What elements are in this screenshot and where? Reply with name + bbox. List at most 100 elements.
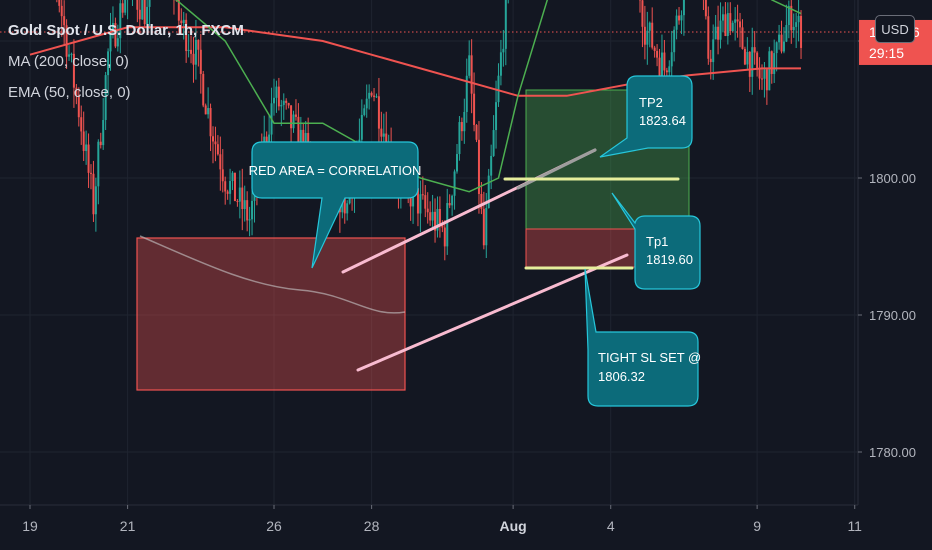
candle-body (460, 122, 463, 132)
candle-body (148, 0, 151, 7)
candle-body (136, 0, 139, 10)
candle-body (243, 200, 246, 210)
candle-body (470, 55, 473, 94)
candle-body (273, 97, 275, 104)
tp1-value: 1819.60 (646, 252, 693, 267)
candle-body (241, 187, 244, 210)
candle-body (680, 15, 683, 21)
candle-body (482, 208, 485, 246)
candle-body (736, 19, 739, 22)
candle-body (726, 13, 729, 37)
candle-body (109, 32, 112, 52)
tp1-callout (611, 192, 701, 290)
candle-body (780, 34, 783, 52)
candle-body (758, 68, 761, 79)
candle-body (238, 187, 241, 202)
candle-body (660, 52, 663, 76)
sl-label: TIGHT SL SET @ (598, 350, 701, 365)
candle-body (202, 73, 205, 106)
candle-body (675, 15, 678, 30)
candle-body (785, 25, 788, 42)
candle-body (502, 48, 505, 53)
candle-body (72, 53, 75, 88)
ema-legend[interactable]: EMA (50, close, 0) (8, 84, 131, 101)
candle-body (504, 0, 507, 49)
candle-body (704, 0, 707, 17)
candle-body (751, 47, 754, 77)
candle-body (756, 52, 759, 69)
candle-body (719, 20, 722, 40)
candle-body (646, 30, 649, 45)
candle-body (375, 96, 378, 98)
candle-body (717, 26, 720, 40)
candle-body (475, 124, 478, 140)
candle-body (94, 186, 97, 215)
candle-body (251, 200, 254, 220)
candle-body (707, 16, 710, 59)
candle-body (490, 155, 493, 176)
candle-body (363, 108, 366, 115)
candle-body (226, 191, 229, 194)
correlation-mean-line (139, 235, 406, 314)
candle-body (233, 172, 236, 202)
candle-body (116, 38, 119, 47)
candle-body (663, 52, 666, 71)
candle-body (370, 92, 373, 96)
candle-body (682, 0, 685, 16)
candle-body (421, 194, 424, 196)
candle-body (182, 19, 185, 24)
candle-body (80, 117, 83, 132)
candle-body (768, 51, 771, 91)
price-tick-label: 1800.00 (869, 171, 916, 186)
time-tick-label: 9 (753, 518, 761, 534)
candle-body (643, 26, 646, 45)
candle-body (778, 34, 781, 43)
tp2-value: 1823.64 (639, 113, 686, 128)
candle-body (70, 53, 73, 55)
callouts (251, 75, 701, 407)
candle-body (221, 169, 224, 182)
candle-body (299, 129, 302, 151)
candle-body (434, 211, 437, 231)
candle-body (290, 105, 293, 129)
candle-body (670, 52, 673, 67)
candle-body (673, 29, 676, 53)
price-axis-bg (858, 0, 932, 550)
candle-body (797, 15, 800, 23)
candle-body (429, 212, 432, 221)
candle-body (468, 55, 471, 76)
candle-body (678, 15, 681, 21)
symbol-legend[interactable]: Gold Spot / U.S. Dollar, 1h, FXCM (8, 22, 244, 39)
candle-body (436, 208, 439, 231)
candle-body (377, 96, 380, 129)
candle-body (104, 75, 107, 120)
candle-body (236, 201, 239, 203)
candle-body (229, 180, 232, 194)
candle-body (297, 116, 300, 151)
tp2-label: TP2 (639, 95, 663, 110)
candle-body (280, 104, 283, 107)
candle-body (365, 98, 368, 109)
candle-body (58, 0, 61, 6)
currency-button[interactable]: USD (875, 15, 915, 43)
candle-body (431, 211, 434, 221)
candle-body (426, 208, 429, 213)
candle-body (87, 144, 90, 173)
candle-body (60, 5, 63, 17)
candle-body (277, 86, 280, 107)
candle-body (446, 203, 449, 247)
ma-legend[interactable]: MA (200, close, 0) (8, 53, 129, 70)
candle-body (343, 186, 346, 214)
candle-body (741, 27, 744, 49)
candle-body (651, 22, 654, 48)
candle-body (458, 122, 461, 155)
candle-body (641, 0, 644, 27)
candle-body (729, 13, 732, 32)
candle-body (453, 171, 456, 196)
candle-body (63, 16, 66, 26)
candle-body (138, 9, 141, 20)
time-tick-label: 26 (266, 518, 282, 534)
candle-body (292, 114, 295, 129)
candle-body (790, 5, 793, 31)
